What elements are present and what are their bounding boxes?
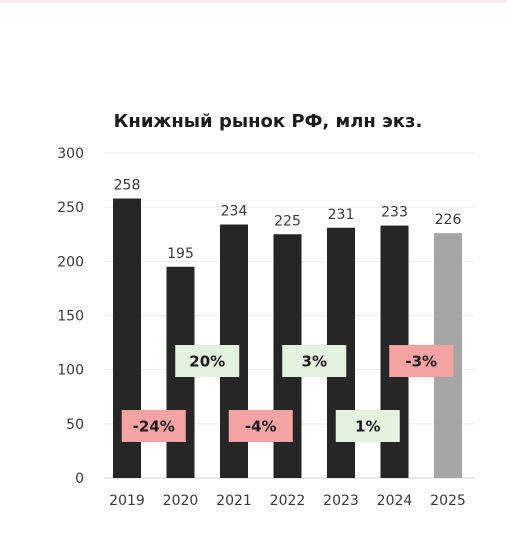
data-label: 258 [114,178,141,194]
x-tick-label: 2025 [430,493,466,509]
change-badge [228,410,293,442]
data-label: 195 [167,246,194,262]
y-tick-label: 50 [66,417,84,433]
x-tick-label: 2019 [109,493,145,509]
change-badge-label: -3% [405,353,437,371]
x-tick-label: 2024 [377,493,413,509]
change-badge [282,345,347,377]
x-tick-label: 2021 [216,493,252,509]
y-tick-label: 250 [57,200,84,216]
change-badge-label: 1% [355,418,380,436]
y-tick-label: 200 [57,254,84,270]
change-badge [389,345,454,377]
data-label: 231 [328,207,355,223]
change-badge [121,410,186,442]
data-label: 226 [435,212,462,228]
x-tick-label: 2020 [163,493,199,509]
data-label: 225 [274,213,301,229]
change-badge-label: 3% [302,353,327,371]
x-tick-label: 2023 [323,493,359,509]
data-label: 233 [381,205,408,221]
x-tick-label: 2022 [270,493,306,509]
y-tick-label: 0 [75,471,84,487]
change-badge-label: -24% [133,418,175,436]
y-tick-label: 150 [57,309,84,325]
change-badge-label: -4% [245,418,277,436]
change-badge-label: 20% [189,353,225,371]
data-label: 234 [221,204,248,220]
y-tick-label: 300 [57,146,84,162]
top-divider [0,0,507,3]
change-badge [335,410,400,442]
chart-title: Книжный рынок РФ, млн экз. [113,111,423,132]
y-tick-label: 100 [57,363,84,379]
change-badge [175,345,240,377]
